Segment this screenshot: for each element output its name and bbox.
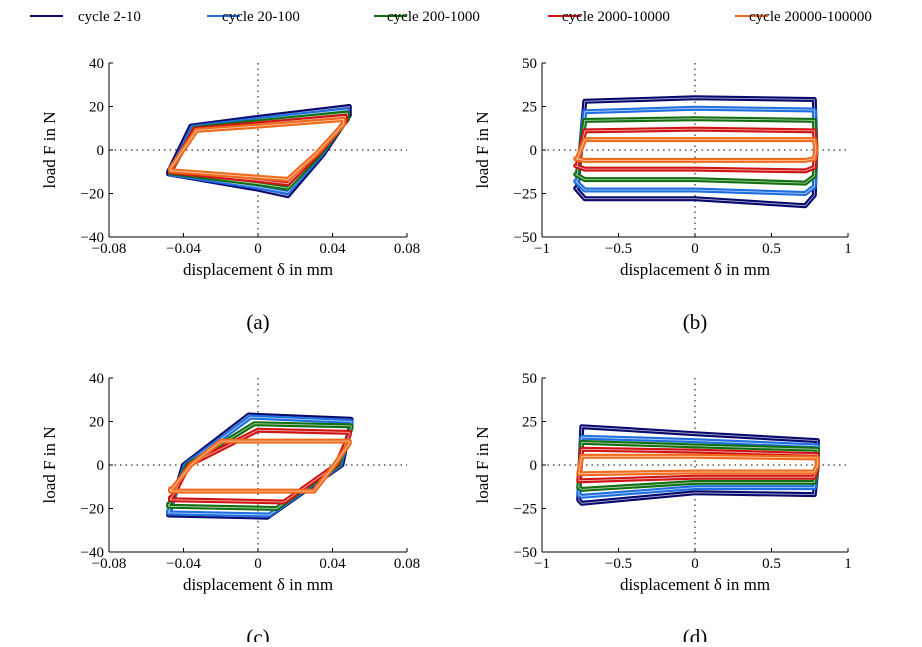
series-line-4 — [168, 438, 352, 494]
y-tick-label: −50 — [514, 230, 537, 246]
x-tick-label: −0.08 — [92, 556, 127, 572]
y-tick-label: 20 — [89, 415, 104, 431]
x-tick-label: −0.04 — [166, 241, 201, 257]
y-axis-title: load F in N — [473, 427, 492, 504]
series-highlight-2 — [575, 118, 817, 184]
y-tick-label: 40 — [89, 371, 104, 387]
x-axis-title: displacement δ in mm — [183, 260, 333, 279]
x-axis-title: displacement δ in mm — [183, 575, 333, 594]
panel-label: (b) — [683, 310, 708, 334]
panel-label: (d) — [683, 625, 708, 642]
x-tick-label: −1 — [534, 556, 550, 572]
y-tick-label: 0 — [530, 143, 538, 159]
x-tick-label: −1 — [534, 241, 550, 257]
y-tick-label: −20 — [81, 187, 104, 203]
x-tick-label: 0.04 — [319, 241, 346, 257]
legend-label: cycle 2000-10000 — [562, 9, 670, 25]
y-tick-label: 0 — [97, 143, 105, 159]
y-axis-title: load F in N — [40, 112, 59, 189]
legend-label: cycle 200-1000 — [387, 9, 480, 25]
y-tick-label: 50 — [522, 371, 537, 387]
series-highlight-1 — [575, 107, 817, 194]
y-tick-label: −40 — [81, 545, 104, 561]
chart-panels: −0.08 −0.04 0 0.04 0.08 −40 −20 0 20 40 displaceme… — [40, 56, 852, 647]
x-tick-label: 1 — [844, 556, 852, 572]
y-tick-label: 20 — [89, 100, 104, 116]
series-highlight-2 — [168, 423, 352, 509]
panel-label: (a) — [246, 310, 269, 334]
x-tick-label: 0.5 — [762, 556, 781, 572]
series-highlight-4 — [170, 119, 345, 180]
legend: cycle 2-10 cycle 20-100 cycle 200-1000 cycl… — [30, 9, 872, 25]
series-highlight-4 — [578, 455, 818, 475]
x-tick-label: −0.5 — [605, 556, 632, 572]
chart-panel: −0.08 −0.04 0 0.04 0.08 −40 −20 0 20 40 displaceme… — [40, 371, 420, 647]
legend-label: cycle 20000-100000 — [749, 9, 872, 25]
x-tick-label: 0.5 — [762, 241, 781, 257]
x-tick-label: −0.04 — [166, 556, 201, 572]
y-tick-label: −25 — [514, 187, 537, 203]
x-tick-label: 0 — [254, 556, 262, 572]
panel-label: (c) — [246, 625, 269, 642]
y-axis-title: load F in N — [40, 427, 59, 504]
x-tick-label: 0 — [254, 241, 262, 257]
y-tick-label: 0 — [97, 458, 105, 474]
series-highlight-4 — [575, 139, 817, 161]
y-tick-label: −50 — [514, 545, 537, 561]
series-line-4 — [168, 117, 347, 182]
y-tick-label: 25 — [522, 100, 537, 116]
legend-label: cycle 20-100 — [222, 9, 300, 25]
y-tick-label: 50 — [522, 56, 537, 72]
series-highlight-3 — [575, 128, 817, 172]
chart-panel: −1 −0.5 0 0.5 1 −50 −25 0 25 50 displacement δ in … — [473, 56, 852, 334]
y-tick-label: 40 — [89, 56, 104, 72]
y-tick-label: 0 — [530, 458, 538, 474]
x-tick-label: 1 — [844, 241, 852, 257]
y-axis-title: load F in N — [473, 112, 492, 189]
x-tick-label: 0.08 — [394, 241, 420, 257]
y-tick-label: −20 — [81, 502, 104, 518]
x-tick-label: 0.04 — [319, 556, 346, 572]
y-tick-label: −40 — [81, 230, 104, 246]
series-highlight-4 — [170, 440, 350, 492]
x-tick-label: −0.5 — [605, 241, 632, 257]
chart-panel: −1 −0.5 0 0.5 1 −50 −25 0 25 50 displacement δ in … — [473, 371, 852, 647]
x-tick-label: 0 — [691, 556, 699, 572]
chart-panel: −0.08 −0.04 0 0.04 0.08 −40 −20 0 20 40 displaceme… — [40, 56, 420, 334]
series-line-2 — [166, 421, 354, 511]
x-axis-title: displacement δ in mm — [620, 575, 770, 594]
x-axis-title: displacement δ in mm — [620, 260, 770, 279]
y-tick-label: 25 — [522, 415, 537, 431]
x-tick-label: 0.08 — [394, 556, 420, 572]
x-tick-label: −0.08 — [92, 241, 127, 257]
x-tick-label: 0 — [691, 241, 699, 257]
series-highlight-3 — [170, 429, 350, 503]
y-tick-label: −25 — [514, 502, 537, 518]
series-highlight-0 — [575, 97, 817, 207]
legend-label: cycle 2-10 — [78, 9, 141, 25]
